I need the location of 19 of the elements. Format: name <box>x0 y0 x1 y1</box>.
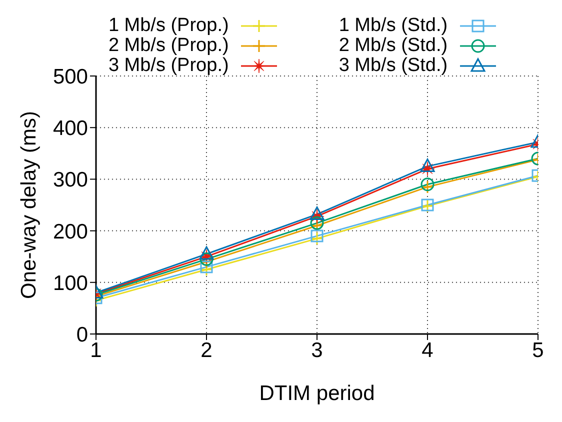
x-tick-label: 4 <box>422 338 434 362</box>
y-tick-label: 300 <box>52 168 88 192</box>
x-axis-title: DTIM period <box>259 382 375 405</box>
legend-label: 3 Mb/s (Std.) <box>338 55 448 76</box>
y-tick-label: 400 <box>52 117 88 140</box>
y-axis-title: One-way delay (ms) <box>17 111 40 299</box>
x-tick-label: 3 <box>311 338 323 362</box>
legend-label: 2 Mb/s (Std.) <box>338 35 448 56</box>
legend-label: 1 Mb/s (Prop.) <box>108 15 229 36</box>
x-tick-label: 5 <box>532 338 544 362</box>
legend-label: 3 Mb/s (Prop.) <box>108 55 229 76</box>
legend-label: 2 Mb/s (Prop.) <box>108 35 229 56</box>
y-tick-label: 100 <box>52 272 88 295</box>
x-tick-label: 1 <box>90 338 102 362</box>
legend-label: 1 Mb/s (Std.) <box>338 15 448 36</box>
y-tick-label: 200 <box>52 220 88 244</box>
x-tick-label: 2 <box>200 338 212 362</box>
y-tick-label: 500 <box>52 65 88 88</box>
y-tick-label: 0 <box>76 323 88 346</box>
